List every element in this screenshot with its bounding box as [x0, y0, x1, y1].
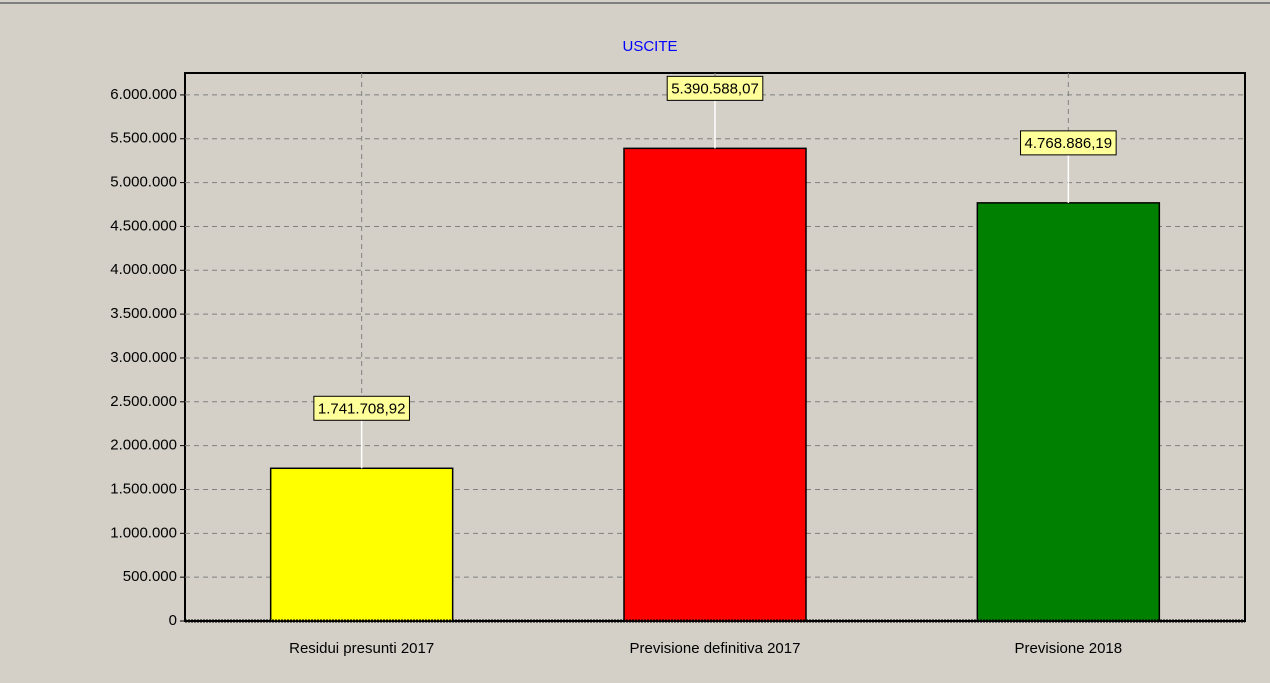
value-label-box [666, 75, 764, 101]
y-tick-label: 3.000.000 [110, 349, 177, 366]
value-label: 4.768.886,19 [1025, 135, 1113, 152]
y-tick-label: 3.500.000 [110, 305, 177, 322]
x-tick-label: Previsione definitiva 2017 [630, 640, 801, 657]
x-tick-label: Previsione 2018 [1015, 640, 1123, 657]
bar [623, 147, 807, 622]
y-tick-label: 4.000.000 [110, 261, 177, 278]
y-tick-label: 5.000.000 [110, 174, 177, 191]
value-label-box [1020, 130, 1117, 156]
bar [269, 467, 454, 622]
y-tick-label: 5.500.000 [110, 130, 177, 147]
bar [976, 202, 1161, 622]
value-label: 5.390.588,07 [671, 80, 759, 97]
y-tick-label: 1.500.000 [110, 480, 177, 497]
y-tick-label: 500.000 [123, 568, 177, 585]
y-tick-label: 6.000.000 [110, 86, 177, 103]
y-tick-label: 2.500.000 [110, 393, 177, 410]
value-label-box [313, 395, 410, 421]
value-label: 1.741.708,92 [318, 400, 406, 417]
x-tick-label: Residui presunti 2017 [289, 640, 434, 657]
chart-title: USCITE [622, 38, 677, 55]
y-tick-label: 1.000.000 [110, 524, 177, 541]
y-tick-label: 0 [169, 612, 177, 629]
y-tick-label: 4.500.000 [110, 217, 177, 234]
y-tick-label: 2.000.000 [110, 437, 177, 454]
